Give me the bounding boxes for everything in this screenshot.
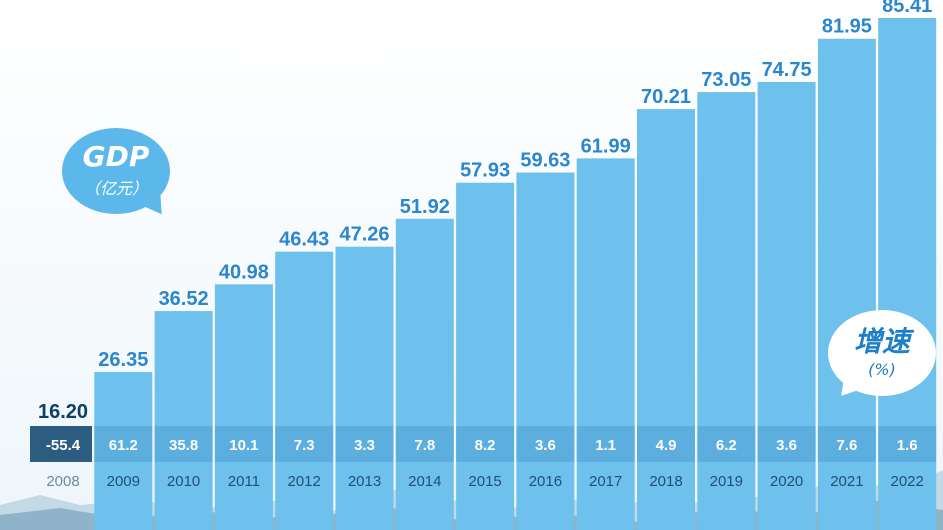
growth-band-2009 bbox=[94, 426, 153, 462]
growth-label-2010: 35.8 bbox=[169, 437, 198, 454]
growth-label-2016: 3.6 bbox=[535, 437, 556, 454]
growth-label-2017: 1.1 bbox=[595, 437, 616, 454]
bar-2018 bbox=[637, 109, 695, 530]
growth-band-2014 bbox=[395, 426, 454, 462]
gdp-unit: （亿元） bbox=[83, 179, 148, 198]
growth-band-2008 bbox=[30, 426, 92, 462]
growth-label-2020: 3.6 bbox=[776, 437, 797, 454]
value-label-2015: 57.93 bbox=[460, 160, 510, 182]
year-label-2014: 2014 bbox=[408, 473, 441, 490]
year-label-2019: 2019 bbox=[710, 473, 743, 490]
year-label-2011: 2011 bbox=[228, 473, 260, 490]
year-label-2017: 2017 bbox=[589, 473, 622, 490]
year-label-2022: 2022 bbox=[891, 473, 924, 490]
growth-label-2008: -55.4 bbox=[46, 437, 81, 454]
year-label-2009: 2009 bbox=[107, 473, 140, 490]
gdp-title: GDP bbox=[82, 140, 150, 173]
value-label-2019: 73.05 bbox=[701, 69, 751, 91]
growth-band-2020 bbox=[757, 426, 816, 462]
bar-2017 bbox=[576, 158, 635, 530]
gdp-bubble: GDP （亿元） bbox=[62, 128, 170, 214]
growth-band-2018 bbox=[637, 426, 695, 462]
value-label-2014: 51.92 bbox=[400, 196, 450, 218]
bar-2013 bbox=[335, 246, 394, 530]
value-label-2010: 36.52 bbox=[159, 288, 209, 310]
year-label-2010: 2010 bbox=[167, 473, 200, 490]
growth-band-2022 bbox=[878, 426, 937, 462]
growth-label-2015: 8.2 bbox=[475, 437, 496, 454]
growth-band-2015 bbox=[456, 426, 515, 462]
growth-band-2019 bbox=[697, 426, 756, 462]
value-label-2008: 16.20 bbox=[38, 401, 88, 423]
bar-2020 bbox=[757, 81, 816, 530]
value-label-2011: 40.98 bbox=[219, 261, 269, 283]
growth-label-2021: 7.6 bbox=[836, 437, 857, 454]
bar-2016 bbox=[516, 172, 575, 530]
bar-2019 bbox=[697, 92, 756, 530]
growth-band-2021 bbox=[817, 426, 876, 462]
growth-band-2011 bbox=[214, 426, 273, 462]
value-label-2020: 74.75 bbox=[762, 59, 812, 81]
bar-2011 bbox=[214, 284, 273, 530]
value-label-2016: 59.63 bbox=[520, 150, 570, 172]
growth-label-2011: 10.1 bbox=[229, 437, 258, 454]
year-label-2015: 2015 bbox=[468, 473, 501, 490]
growth-unit: (%) bbox=[868, 359, 896, 379]
growth-label-2019: 6.2 bbox=[716, 437, 737, 454]
value-label-2017: 61.99 bbox=[581, 135, 631, 157]
growth-band-2016 bbox=[516, 426, 575, 462]
bar-2010 bbox=[154, 311, 213, 530]
growth-title: 增速 bbox=[853, 324, 910, 358]
growth-bubble: 增速 (%) bbox=[828, 310, 936, 396]
growth-label-2022: 1.6 bbox=[897, 437, 918, 454]
bar-2015 bbox=[456, 182, 515, 530]
year-label-2012: 2012 bbox=[288, 473, 321, 490]
value-label-2018: 70.21 bbox=[641, 86, 691, 108]
bar-2014 bbox=[395, 218, 454, 530]
growth-label-2018: 4.9 bbox=[656, 437, 677, 454]
year-label-2018: 2018 bbox=[649, 473, 682, 490]
year-label-2016: 2016 bbox=[529, 473, 562, 490]
bar-2012 bbox=[275, 251, 334, 530]
value-label-2013: 47.26 bbox=[339, 224, 389, 246]
growth-label-2014: 7.8 bbox=[414, 437, 435, 454]
value-label-2022: 85.41 bbox=[882, 0, 932, 17]
growth-band-2010 bbox=[154, 426, 213, 462]
growth-label-2012: 7.3 bbox=[294, 437, 315, 454]
year-label-2021: 2021 bbox=[830, 473, 863, 490]
growth-label-2009: 61.2 bbox=[109, 437, 138, 454]
growth-band-2012 bbox=[275, 426, 334, 462]
value-label-2009: 26.35 bbox=[98, 349, 148, 371]
growth-band-2013 bbox=[335, 426, 394, 462]
year-label-2013: 2013 bbox=[348, 473, 381, 490]
value-label-2021: 81.95 bbox=[822, 16, 872, 38]
growth-band-2017 bbox=[576, 426, 635, 462]
year-label-2020: 2020 bbox=[770, 473, 803, 490]
value-label-2012: 46.43 bbox=[279, 229, 329, 251]
year-label-2008: 2008 bbox=[46, 473, 79, 490]
growth-label-2013: 3.3 bbox=[354, 437, 375, 454]
